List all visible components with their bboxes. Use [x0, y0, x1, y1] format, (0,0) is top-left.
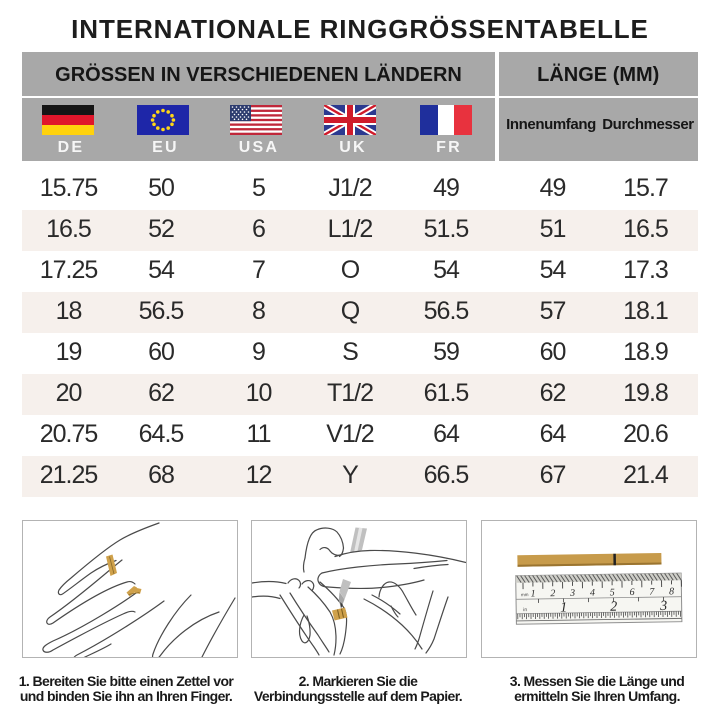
svg-text:5: 5 [610, 587, 615, 598]
svg-text:1: 1 [530, 588, 535, 599]
svg-text:6: 6 [629, 587, 634, 598]
svg-text:2: 2 [610, 600, 617, 615]
svg-text:4: 4 [590, 588, 595, 599]
svg-text:2: 2 [550, 588, 555, 599]
svg-text:in: in [523, 607, 527, 613]
svg-text:1: 1 [560, 600, 567, 615]
svg-text:mm: mm [521, 592, 529, 597]
svg-text:8: 8 [669, 586, 674, 597]
svg-text:7: 7 [649, 587, 655, 598]
svg-text:3: 3 [569, 588, 575, 599]
svg-text:3: 3 [659, 599, 667, 614]
